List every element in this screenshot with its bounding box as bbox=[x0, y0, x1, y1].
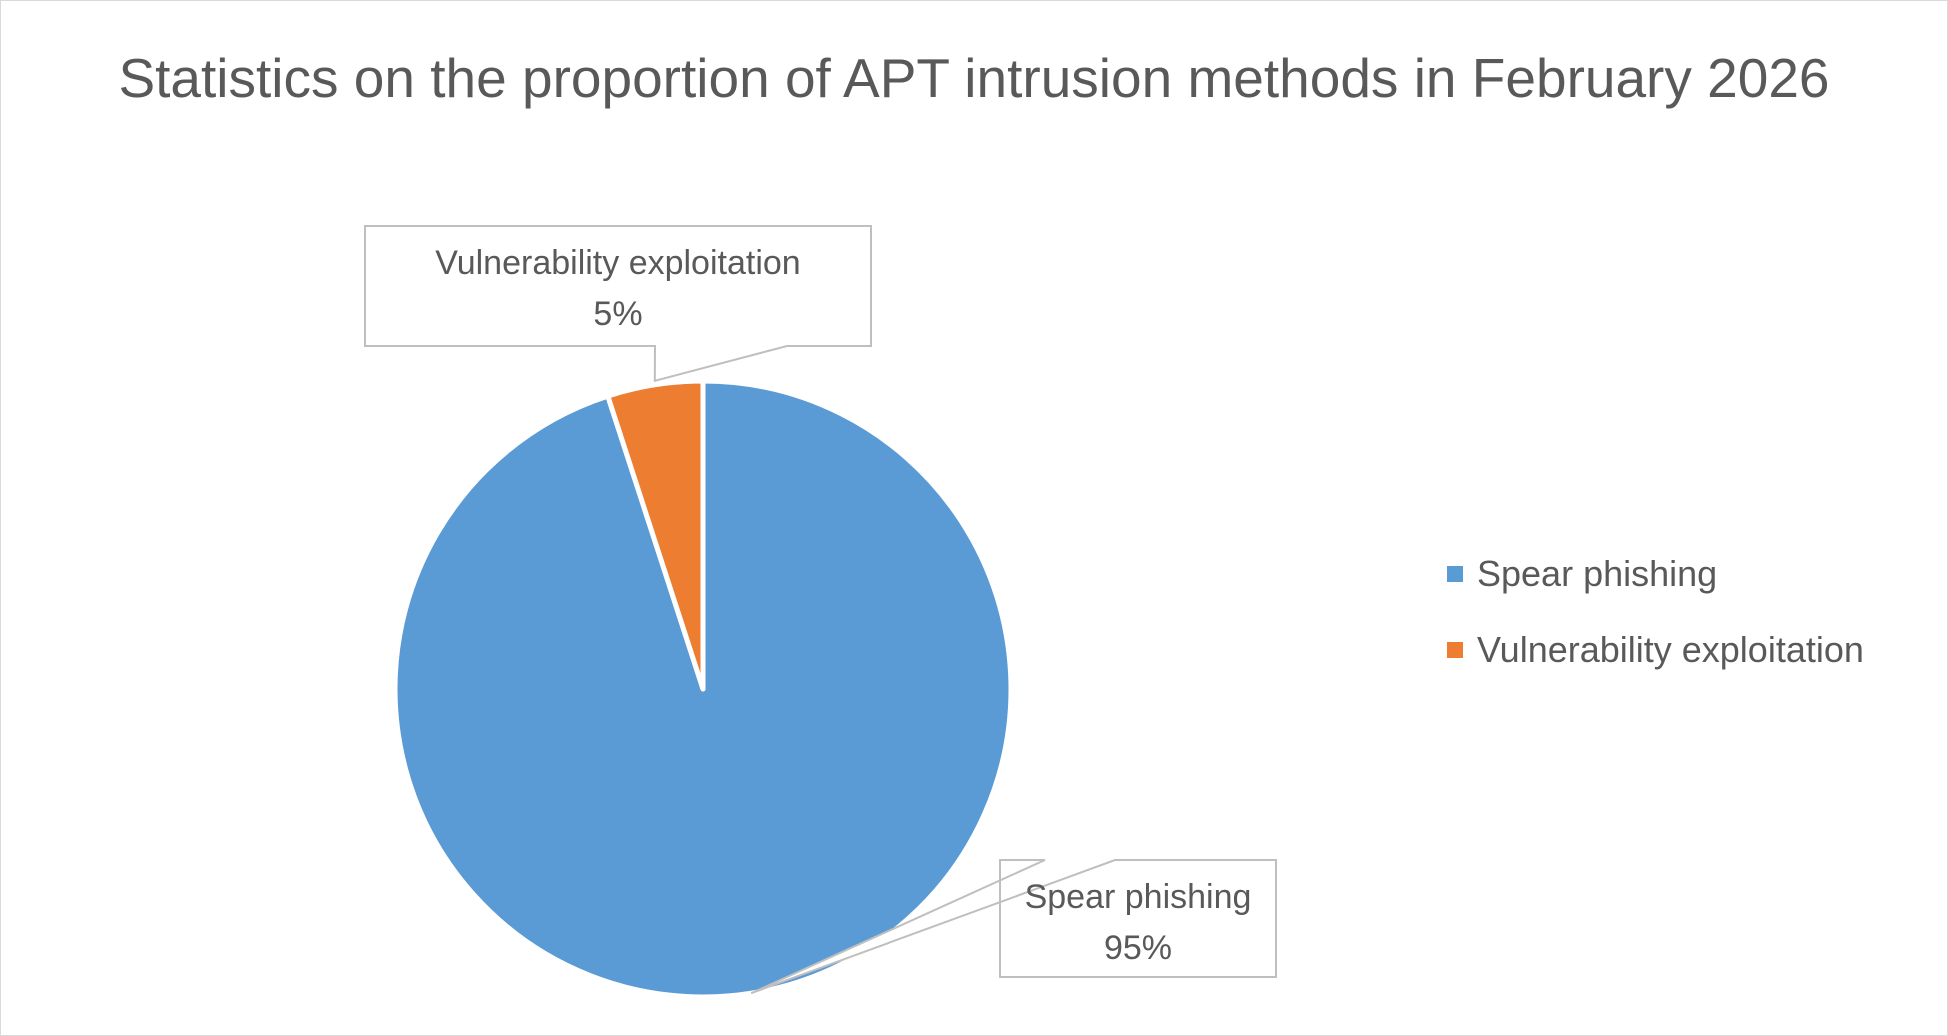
legend-swatch-vulnerability-exploitation bbox=[1447, 642, 1463, 658]
legend-item-vulnerability-exploitation: Vulnerability exploitation bbox=[1447, 628, 1864, 672]
legend-label-spear-phishing: Spear phishing bbox=[1477, 553, 1718, 594]
pie-slice-vulnerability-exploitation bbox=[605, 378, 706, 692]
data-label-spear-phishing: Spear phishing 95% bbox=[750, 859, 1277, 995]
legend: Spear phishing Vulnerability exploitatio… bbox=[1447, 552, 1864, 704]
data-label-category: Spear phishing bbox=[1025, 878, 1252, 916]
data-label-value: 5% bbox=[593, 295, 642, 333]
data-label-value: 95% bbox=[1104, 929, 1172, 967]
chart-title: Statistics on the proportion of APT intr… bbox=[118, 47, 1830, 109]
legend-swatch-spear-phishing bbox=[1447, 566, 1463, 582]
data-label-category: Vulnerability exploitation bbox=[435, 244, 800, 282]
data-label-vulnerability-exploitation: Vulnerability exploitation 5% bbox=[364, 225, 872, 383]
legend-item-spear-phishing: Spear phishing bbox=[1447, 552, 1864, 596]
legend-label-vulnerability-exploitation: Vulnerability exploitation bbox=[1477, 629, 1864, 670]
